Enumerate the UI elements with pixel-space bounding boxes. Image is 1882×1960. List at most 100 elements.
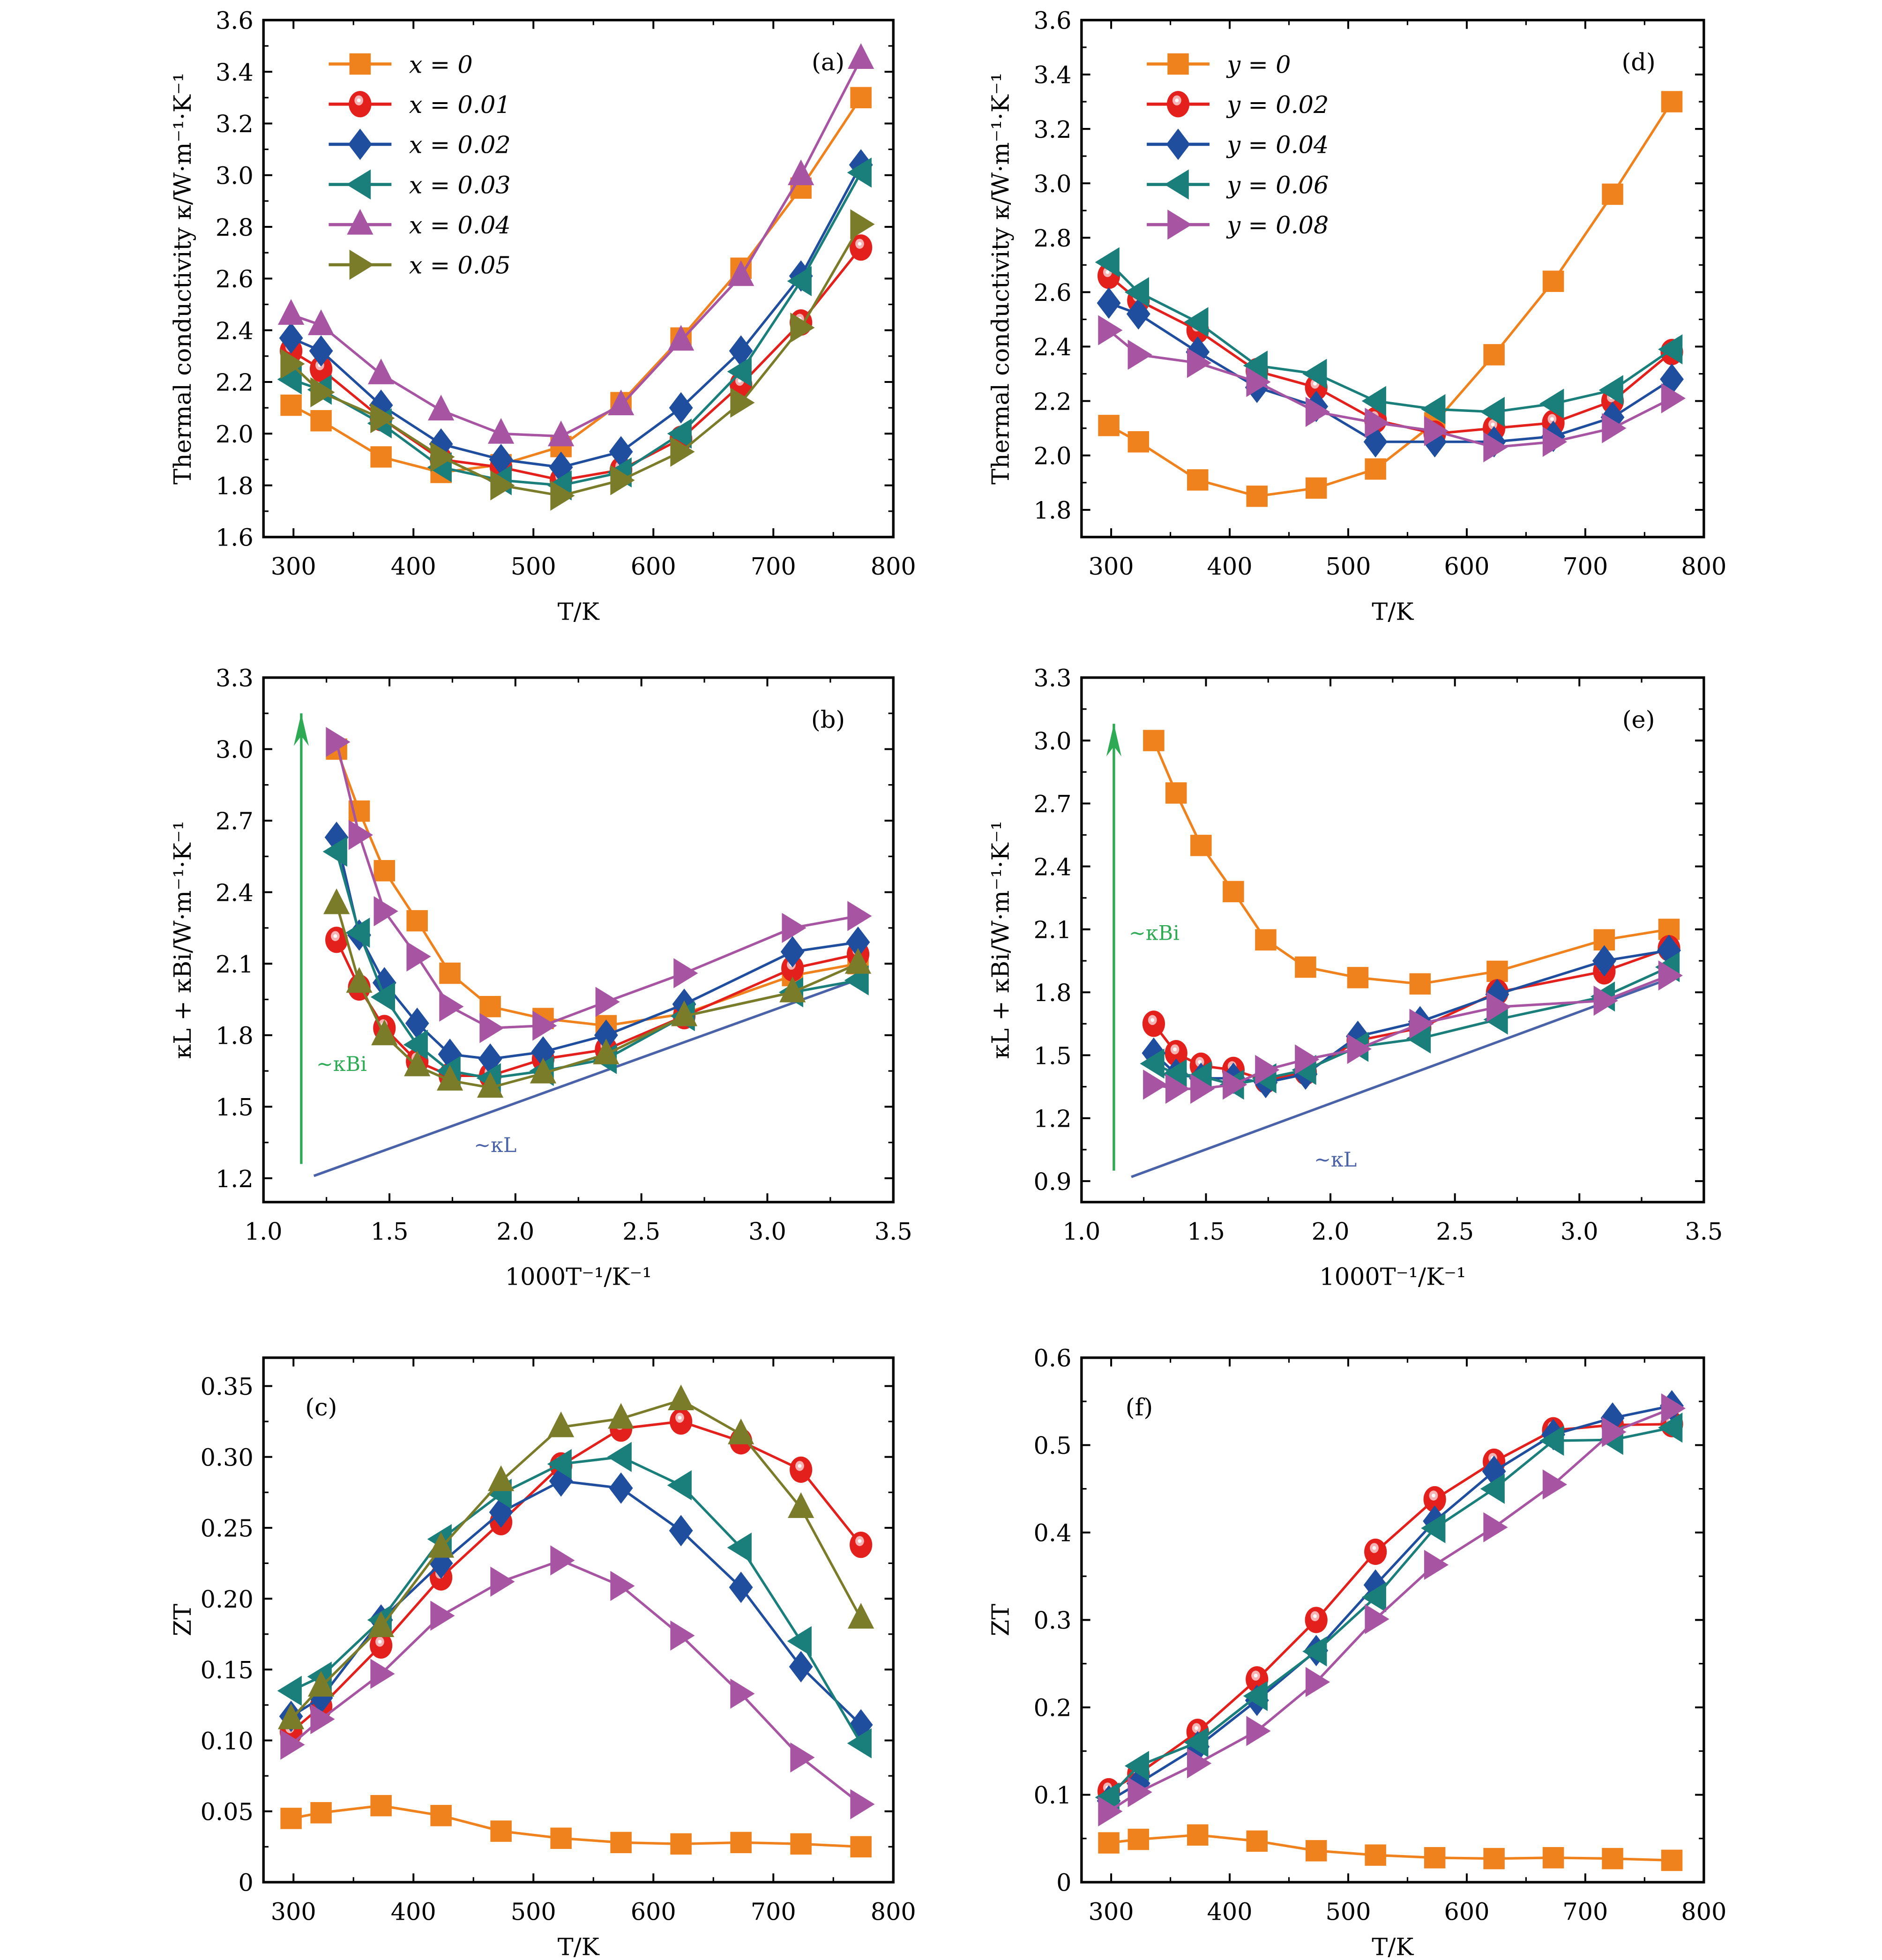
data-point [790, 313, 815, 343]
data-point [1098, 1832, 1120, 1854]
y-tick-label: 0.4 [1034, 1519, 1072, 1547]
y-tick-label: 2.1 [216, 950, 254, 978]
data-point [1542, 1469, 1568, 1500]
data-point [850, 87, 872, 109]
data-point [1483, 344, 1505, 366]
data-point [610, 465, 635, 495]
data-point [1483, 432, 1508, 463]
x-tick-label: 1.5 [371, 1218, 409, 1245]
series-line [290, 1455, 862, 1744]
y-tick-label: 2.1 [1034, 916, 1072, 944]
data-point [1539, 1425, 1564, 1456]
data-point [1602, 1848, 1623, 1870]
y-tick-label: 1.8 [216, 472, 254, 500]
data-point [406, 941, 431, 972]
data-point [1409, 973, 1431, 995]
legend-marker [1167, 53, 1189, 75]
data-point [1124, 1751, 1150, 1781]
data-point [1162, 1059, 1187, 1089]
x-tick-label: 1.0 [1062, 1218, 1100, 1245]
data-point [782, 913, 807, 943]
data-point [787, 1626, 812, 1656]
data-point [1305, 477, 1327, 499]
data-point [308, 1671, 335, 1697]
data-point [280, 1808, 302, 1829]
panel-label: (c) [305, 1393, 337, 1421]
y-tick-label: 3.0 [1034, 170, 1072, 198]
x-tick-label: 800 [1681, 1898, 1726, 1925]
x-tick-label: 400 [1207, 1898, 1253, 1925]
data-point [1305, 396, 1330, 427]
y-tick-label: 0.3 [1034, 1607, 1072, 1634]
legend: x = 0 x = 0.01 x = 0.02 x = 0.03 x = 0.04 x =… [329, 51, 511, 280]
data-point [370, 982, 396, 1012]
data-point [608, 389, 635, 416]
data-point [277, 364, 302, 395]
data-point [279, 322, 303, 354]
data-point [595, 987, 620, 1017]
data-point [1246, 486, 1268, 507]
y-tick-label: 1.2 [1034, 1105, 1072, 1133]
series-line [335, 741, 859, 1030]
y-tick-label: 3.0 [216, 736, 254, 763]
legend-marker [1164, 169, 1189, 200]
y-tick-label: 3.3 [1034, 665, 1072, 692]
data-point [729, 1571, 753, 1603]
data-point [671, 1000, 698, 1026]
x-tick-label: 3.0 [1561, 1218, 1598, 1245]
data-point [477, 1072, 504, 1098]
data-point [1255, 929, 1277, 951]
data-point [550, 480, 575, 511]
data-point [1190, 835, 1212, 856]
x-tick-label: 500 [511, 1898, 556, 1925]
data-point [610, 1571, 635, 1601]
y-tick-label: 3.2 [1034, 116, 1072, 143]
x-tick-label: 300 [271, 1898, 316, 1925]
x-tick-label: 2.5 [1436, 1218, 1474, 1245]
panel-e: 1.0 1.5 2.0 2.5 3.0 3.5 0.9 1.2 1.5 1.8 2.1 2.4 2.7 3… [987, 665, 1723, 1291]
data-point [1187, 348, 1212, 378]
data-point [373, 896, 398, 927]
data-point [1423, 1486, 1446, 1513]
data-point [670, 1833, 692, 1855]
data-point [730, 1678, 755, 1709]
y-tick-label: 0.05 [201, 1798, 254, 1826]
data-point [1661, 383, 1686, 413]
panel-label: (d) [1621, 48, 1655, 76]
data-point [1128, 431, 1150, 453]
series-y-0 [1143, 730, 1680, 995]
data-point [607, 1442, 632, 1472]
data-point [1593, 986, 1618, 1016]
data-point [1542, 270, 1564, 292]
data-point [490, 1566, 515, 1597]
y-tick-label: 2.8 [1034, 224, 1072, 252]
data-point [1409, 1009, 1434, 1039]
data-point [1365, 407, 1389, 438]
data-point [608, 1403, 635, 1429]
series-x-0-04 [278, 43, 874, 447]
legend-label: x = 0.01 [409, 91, 511, 119]
data-point [430, 1805, 452, 1826]
y-axis-label: Thermal conductivity κ/W·m⁻¹·K⁻¹ [169, 73, 196, 485]
y-tick-label: 3.3 [216, 665, 254, 692]
y-tick-label: 0.10 [201, 1727, 254, 1755]
data-point [1184, 1727, 1209, 1758]
legend-label: y = 0.02 [1226, 91, 1329, 119]
data-point [310, 1802, 332, 1824]
series-x-0-03 [277, 1442, 872, 1758]
data-point [1661, 1849, 1683, 1871]
y-tick-label: 3.6 [216, 7, 254, 35]
data-point [370, 1659, 395, 1689]
data-point [1246, 1716, 1271, 1746]
y-tick-label: 2.4 [216, 879, 254, 906]
data-point [1483, 1848, 1505, 1870]
annotation-label: ~κL [1314, 1148, 1357, 1172]
y-tick-label: 2.0 [1034, 442, 1072, 470]
data-point [790, 1742, 815, 1773]
y-tick-label: 0 [1056, 1869, 1071, 1897]
series-y-0-08 [1143, 960, 1683, 1104]
data-point [1124, 277, 1150, 307]
y-tick-label: 2.2 [216, 369, 254, 396]
y-axis-label: Thermal conductivity κ/W·m⁻¹·K⁻¹ [987, 73, 1015, 485]
x-tick-label: 800 [1681, 553, 1726, 580]
